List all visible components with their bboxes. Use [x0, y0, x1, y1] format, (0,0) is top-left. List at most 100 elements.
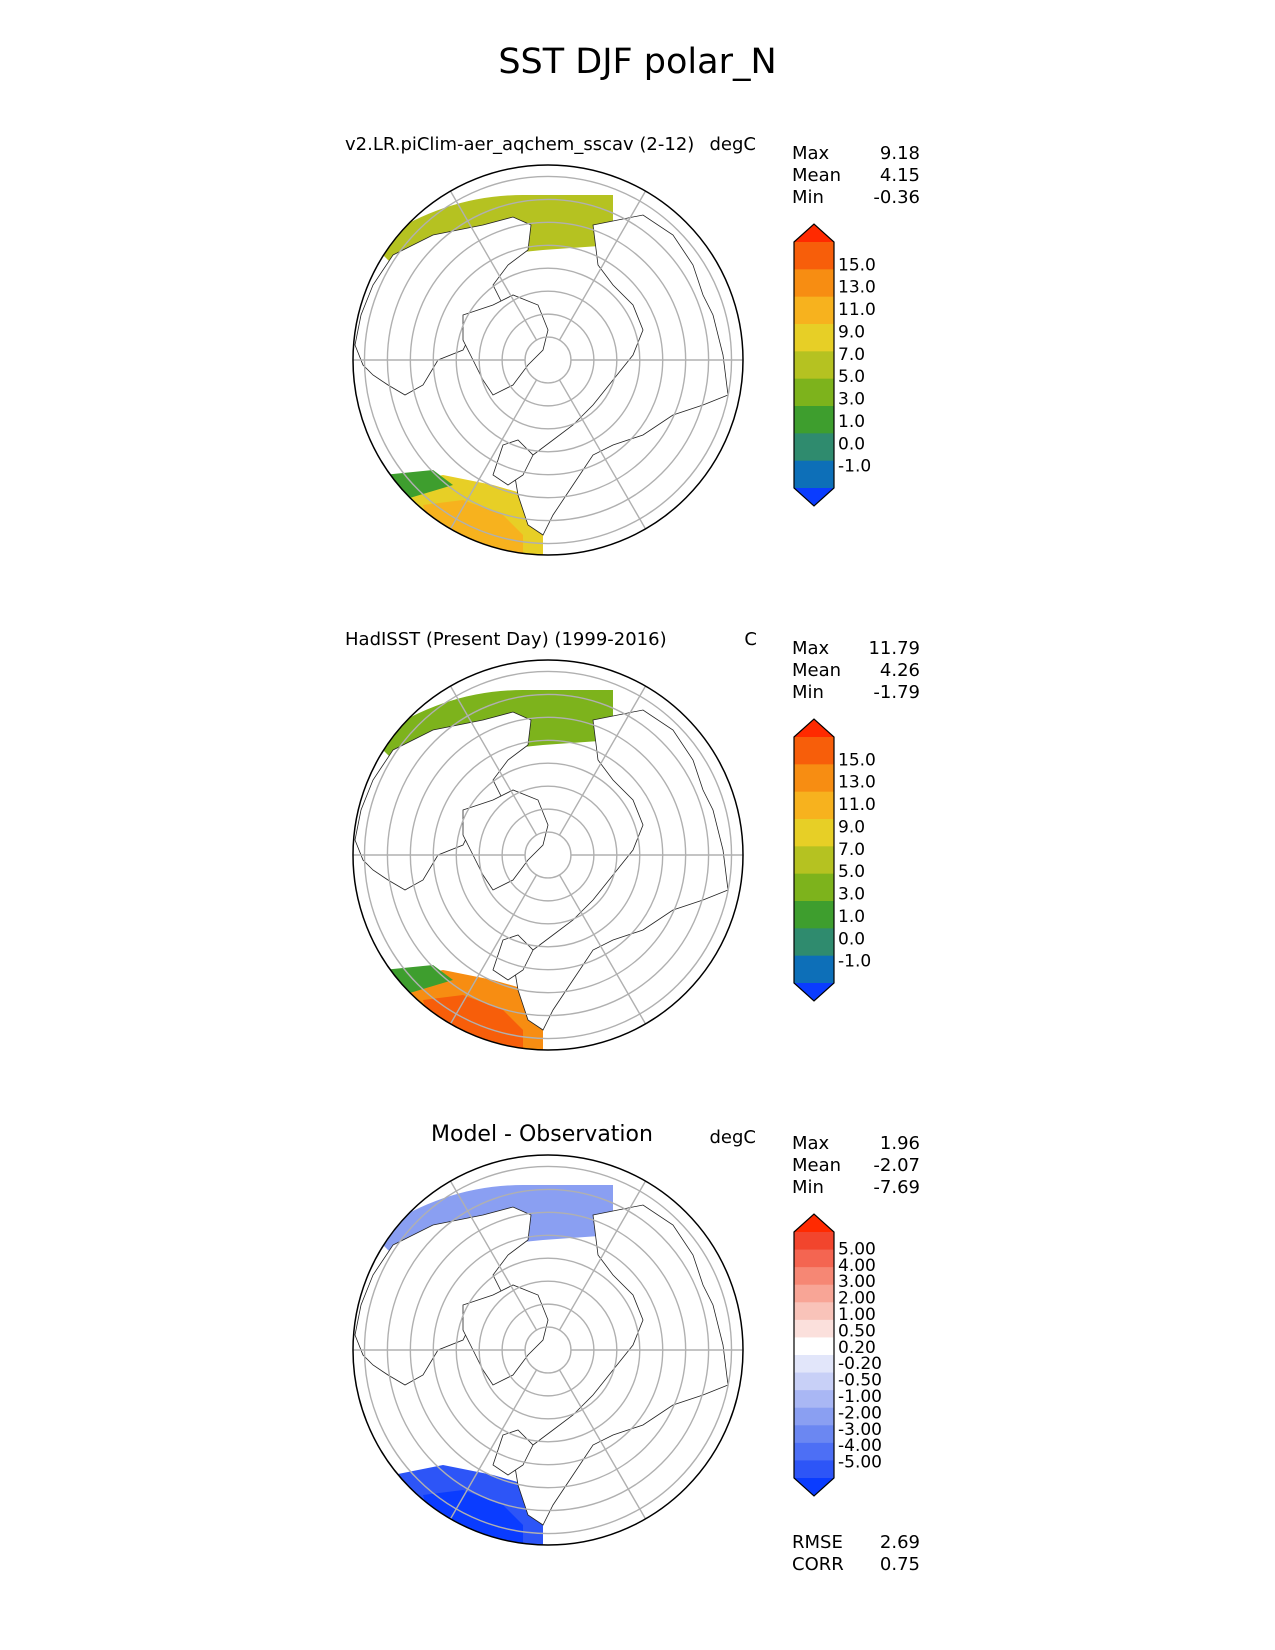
colorbar-tick-label: -4.00: [838, 1436, 882, 1456]
colorbar-extend-max: [794, 1214, 834, 1232]
colorbar-tick-label: 7.0: [838, 840, 865, 860]
stat-min: -0.36: [873, 187, 920, 208]
metric-rmse: 2.69: [879, 1532, 920, 1553]
colorbar-tick-label: 1.0: [838, 412, 865, 432]
map-boundary: [352, 659, 744, 1051]
stat-mean-label: Mean: [792, 1155, 842, 1176]
longitude-line: [558, 379, 647, 530]
colorbar-tick-label: 7.0: [838, 345, 865, 365]
colorbar-extend-min: [794, 1478, 834, 1496]
colorbar-segment: [794, 324, 834, 352]
colorbar-tick-label: 3.0: [838, 885, 865, 905]
colorbar-tick-label: 15.0: [838, 255, 876, 275]
colorbar-segment: [794, 873, 834, 902]
map-content: [353, 175, 743, 555]
colorbar-tick-label: -1.0: [838, 457, 871, 477]
colorbar-segment: [794, 433, 834, 462]
longitude-line: [449, 1369, 538, 1520]
panel-diff-units: degC: [709, 1127, 757, 1148]
colorbar-obs: 15.0 13.011.09.0 7.05.0 3.01.00.0 -1.0: [793, 718, 876, 1002]
colorbar-segment: [794, 242, 834, 270]
colorbar-extend-max: [794, 224, 834, 242]
map-content: [353, 670, 743, 1050]
coastline: [492, 1429, 534, 1476]
colorbar-segment: [794, 269, 834, 298]
colorbar-extend-min: [794, 488, 834, 506]
longitude-line: [449, 379, 538, 530]
colorbar-segment: [794, 955, 834, 984]
colorbar-segment: [794, 1267, 834, 1286]
colorbar-tick-label: -3.00: [838, 1420, 882, 1440]
coastline: [492, 934, 534, 981]
stat-min: -1.79: [873, 682, 920, 703]
stat-min-label: Min: [792, 682, 824, 703]
longitude-line: [558, 1180, 647, 1331]
colorbar-segment: [794, 1302, 834, 1321]
colorbar-tick-label: -0.20: [838, 1354, 882, 1374]
metric-rmse-label: RMSE: [792, 1532, 843, 1553]
figure-title: SST DJF polar_N: [498, 42, 777, 82]
colorbar-tick-label: -1.0: [838, 952, 871, 972]
colorbar-tick-label: 5.0: [838, 367, 865, 387]
stat-max-label: Max: [792, 143, 830, 164]
coastline: [492, 439, 534, 486]
panel-obs-title: HadISST (Present Day) (1999-2016): [345, 629, 667, 650]
colorbar-extend-min: [794, 983, 834, 1001]
colorbar-tick-label: 0.50: [838, 1321, 876, 1341]
colorbar-tick-label: 9.0: [838, 322, 865, 342]
colorbar-tick-label: 1.00: [838, 1305, 876, 1325]
colorbar-tick-label: 13.0: [838, 773, 876, 793]
stat-min: -7.69: [873, 1177, 920, 1198]
colorbar-tick-label: 13.0: [838, 278, 876, 298]
panel-model-units: degC: [709, 134, 757, 155]
ocean-atlantic-warm-core: [423, 995, 523, 1050]
panel-obs-units: C: [744, 629, 757, 650]
coastline: [512, 1204, 729, 1526]
colorbar-diff: 5.004.003.002.001.000.500.20-0.20-0.50-1…: [793, 1213, 882, 1497]
colorbar-segment: [794, 1442, 834, 1461]
colorbar-tick-label: 0.20: [838, 1338, 876, 1358]
colorbar-tick-label: -0.50: [838, 1371, 882, 1391]
colorbar-tick-label: -2.00: [838, 1403, 882, 1423]
colorbar-segment: [794, 764, 834, 793]
panel-model-stats: Max 9.18 Mean 4.15 Min -0.36: [792, 143, 920, 209]
longitude-line: [449, 190, 538, 341]
colorbar-segment: [794, 460, 834, 489]
panel-diff: Model - Observation degC Max 1.96 Mean -2.…: [0, 1120, 1275, 1640]
panel-model-title: v2.LR.piClim-aer_aqchem_sscav (2-12): [345, 134, 695, 155]
ocean-atlantic-warm-core: [423, 1490, 523, 1545]
longitude-line: [558, 685, 647, 836]
polar-map-model: [352, 164, 744, 556]
stat-mean: 4.26: [879, 660, 920, 681]
colorbar-tick-label: 5.00: [838, 1239, 876, 1259]
stat-max: 11.79: [868, 638, 920, 659]
colorbar-tick-label: 11.0: [838, 795, 876, 815]
colorbar-tick-label: 4.00: [838, 1256, 876, 1276]
colorbar-tick-label: -1.00: [838, 1387, 882, 1407]
ocean-atlantic-warm-core: [423, 500, 523, 555]
map-boundary: [352, 1154, 744, 1546]
colorbar-segment: [794, 1337, 834, 1356]
coastline: [512, 214, 729, 536]
colorbar-segment: [794, 1390, 834, 1409]
colorbar-segment: [794, 1249, 834, 1268]
colorbar-tick-label: 3.0: [838, 390, 865, 410]
colorbar-tick-label: 9.0: [838, 817, 865, 837]
colorbar-segment: [794, 378, 834, 407]
colorbar-segment: [794, 351, 834, 380]
longitude-line: [558, 1369, 647, 1520]
colorbar-tick-label: 15.0: [838, 750, 876, 770]
colorbar-segment: [794, 1355, 834, 1374]
colorbar-tick-label: 0.0: [838, 434, 865, 454]
stat-mean: 4.15: [879, 165, 920, 186]
colorbar-outline: [793, 718, 835, 1002]
colorbar-segment: [794, 1284, 834, 1303]
colorbar-tick-label: 11.0: [838, 300, 876, 320]
longitude-line: [449, 685, 538, 836]
stat-mean-label: Mean: [792, 165, 842, 186]
colorbar-extend-max: [794, 719, 834, 737]
colorbar-segment: [794, 928, 834, 957]
colorbar-segment: [794, 1319, 834, 1338]
colorbar-segment: [794, 1407, 834, 1426]
colorbar-tick-label: 1.0: [838, 907, 865, 927]
